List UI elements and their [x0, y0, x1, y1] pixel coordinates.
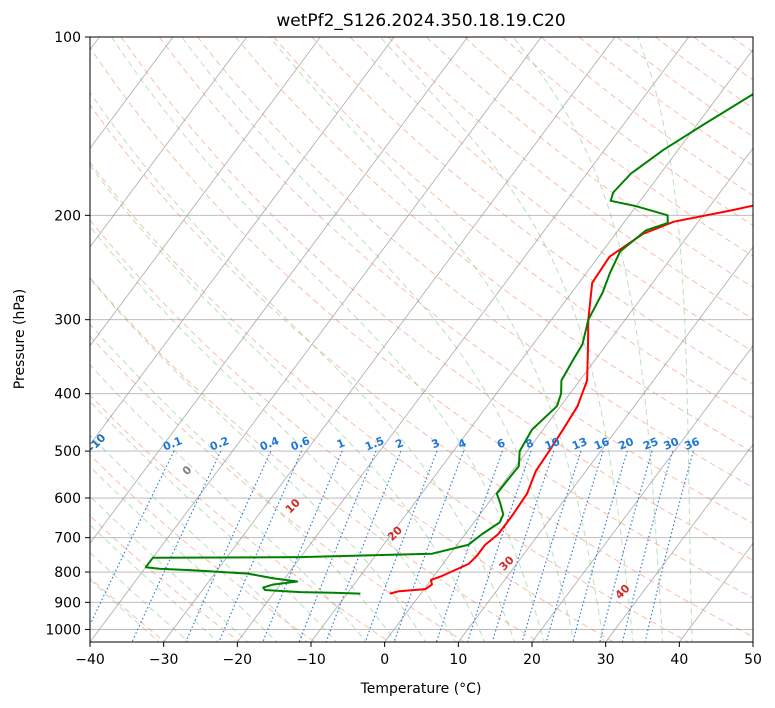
- mixing-ratio-label: 10: [543, 435, 562, 453]
- mixing-ratio-line: [572, 450, 628, 642]
- isotherm-line: [90, 37, 174, 150]
- isotherm-line: [531, 345, 753, 642]
- profile-lines: [144, 93, 753, 595]
- chart-title: wetPf2_S126.2024.350.18.19.C20: [276, 11, 565, 31]
- mixing-ratio-line: [545, 450, 604, 642]
- y-tick-label: 400: [54, 387, 81, 403]
- dry-adiabat-line: [349, 37, 753, 352]
- dry-adiabat-line: [90, 46, 753, 599]
- y-tick-label: 300: [54, 313, 81, 329]
- plot-frame: [89, 36, 754, 643]
- y-tick-label: 800: [54, 565, 81, 581]
- isotherm-line: [90, 37, 321, 347]
- dry-adiabat-line: [90, 219, 615, 642]
- mixing-ratio-line: [393, 450, 465, 642]
- mixing-ratio-line: [491, 450, 555, 642]
- mixing-ratio-line: [262, 450, 343, 642]
- mixing-ratio-label: 2: [393, 436, 405, 451]
- mixing-ratio-label: 8: [524, 436, 536, 451]
- temperature-profile-line: [389, 204, 753, 595]
- dry-adiabat-line: [426, 37, 753, 288]
- x-tick-label: 10: [449, 652, 467, 668]
- isotherm-line: [163, 37, 616, 642]
- y-tick-label: 600: [54, 491, 81, 507]
- mixing-ratio-label: 16: [592, 435, 611, 453]
- x-tick-label: −20: [223, 652, 253, 668]
- mixing-ratio-label: 25: [641, 435, 660, 453]
- x-tick-label: 40: [670, 652, 688, 668]
- dewpoint-profile-line: [144, 93, 753, 595]
- dry-adiabat-line: [387, 37, 753, 320]
- x-tick-label: 20: [523, 652, 541, 668]
- y-tick-label: 100: [54, 30, 81, 46]
- x-tick-label: 0: [380, 652, 389, 668]
- isotherm-line: [90, 37, 248, 248]
- mixing-ratio-label: 1: [335, 436, 347, 451]
- x-tick-label: 30: [597, 652, 615, 668]
- dry-adiabat-line: [90, 454, 316, 642]
- isotherm-line: [605, 443, 753, 642]
- mixing-ratio-line: [435, 450, 503, 642]
- isotherm-line: [236, 37, 690, 642]
- mixing-ratio-label: 13: [570, 435, 589, 453]
- mixing-ratio-label: 3: [430, 436, 442, 451]
- isotherm-line: [90, 37, 542, 642]
- y-tick-label: 900: [54, 595, 81, 611]
- y-tick-label: 200: [54, 208, 81, 224]
- isotherm-line: [310, 48, 753, 642]
- mixing-ratio-line: [185, 450, 272, 642]
- y-axis-title: Pressure (hPa): [12, 289, 28, 389]
- mixing-ratio-line: [131, 450, 222, 642]
- x-tick-label: 50: [744, 652, 762, 668]
- background-lines: [90, 37, 753, 642]
- isotherm-line: [90, 37, 395, 446]
- moist-adiabat-line: [90, 225, 456, 642]
- isotherm-line: [384, 147, 753, 642]
- mixing-ratio-line: [466, 450, 532, 642]
- y-tick-label: 1000: [45, 622, 81, 638]
- isotherm-line: [90, 37, 469, 545]
- mixing-ratio-label: 20: [617, 435, 636, 453]
- isotherm-line: [457, 246, 753, 642]
- dry-adiabat-line: [120, 37, 753, 561]
- moist-adiabat-line: [90, 400, 338, 642]
- mixing-ratio-line: [364, 450, 438, 642]
- x-axis-title: Temperature (°C): [360, 681, 482, 697]
- x-axis-ticks: −40 −30 −20 −10 0 10 20 30 40 50: [75, 642, 762, 668]
- y-tick-label: 500: [54, 444, 81, 460]
- y-tick-label: 700: [54, 531, 81, 547]
- moist-adiabat-line: [90, 164, 486, 642]
- x-tick-label: −40: [75, 652, 105, 668]
- x-tick-label: −30: [149, 652, 179, 668]
- x-tick-label: −10: [296, 652, 326, 668]
- mixing-ratio-line: [90, 450, 175, 626]
- dry-adiabat-line: [158, 37, 753, 525]
- mixing-ratio-line: [218, 450, 303, 642]
- y-axis-ticks: 100 200 300 400 500 600 700 800 900 1000: [45, 30, 90, 638]
- mixing-ratio-label: 30: [662, 435, 681, 453]
- mixing-ratio-label: 36: [682, 435, 701, 453]
